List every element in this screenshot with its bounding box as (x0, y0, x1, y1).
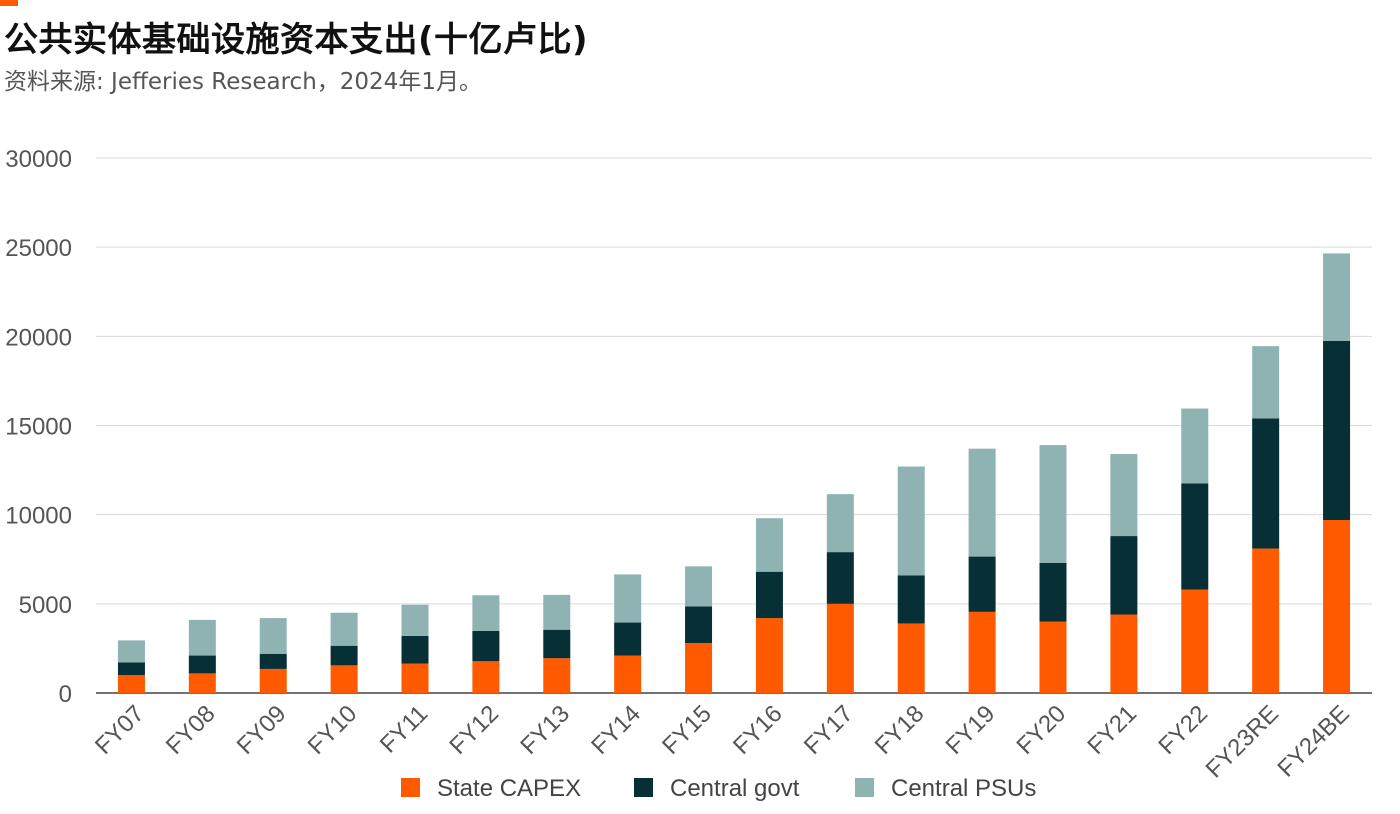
bar-segment-central-psus (330, 612, 358, 646)
y-tick-label: 30000 (5, 146, 72, 173)
legend-swatch (401, 778, 420, 797)
y-tick-label: 25000 (5, 235, 72, 262)
bar-segment-central-psus (685, 566, 713, 607)
bar-segment-state-capex (543, 658, 571, 693)
x-tick-label: FY21 (1082, 700, 1142, 760)
x-tick-label: FY11 (375, 700, 433, 758)
bar-segment-state-capex (117, 675, 145, 693)
bar-segment-state-capex (968, 611, 996, 693)
bar-segment-state-capex (826, 603, 854, 693)
bar-segment-central-govt (259, 653, 287, 669)
bar-segment-state-capex (1181, 589, 1209, 693)
y-tick-label: 5000 (19, 592, 72, 619)
chart-title: 公共实体基础设施资本支出(十亿卢比) (4, 20, 589, 60)
bar-segment-central-govt (968, 556, 996, 612)
bar-segment-central-govt (401, 635, 429, 664)
bar-segment-central-govt (685, 606, 713, 644)
bar-segment-central-govt (755, 571, 783, 619)
bar-segment-central-govt (1252, 418, 1280, 549)
bar-segment-central-psus (401, 604, 429, 636)
bar-segment-central-psus (259, 618, 287, 654)
x-tick-label: FY19 (941, 700, 1001, 760)
bar-segment-central-govt (472, 630, 500, 662)
x-tick-label: FY17 (799, 700, 859, 760)
bar-segment-central-psus (188, 619, 216, 656)
x-tick-label: FY07 (90, 700, 150, 760)
bar-segment-central-govt (1181, 483, 1209, 590)
bar-segment-central-govt (188, 655, 216, 674)
x-tick-label: FY09 (232, 700, 292, 760)
bar-segment-state-capex (1252, 548, 1280, 693)
bar-segment-central-govt (1039, 562, 1067, 622)
bar-segment-central-psus (826, 494, 854, 553)
chart-source: 资料来源: Jefferies Research，2024年1月。 (4, 69, 482, 95)
legend-label: State CAPEX (437, 775, 581, 802)
bar-segment-central-govt (543, 629, 571, 659)
x-tick-label: FY10 (303, 700, 363, 760)
accent-mark (0, 0, 18, 6)
bar-segment-state-capex (897, 623, 925, 693)
bar-segment-central-govt (826, 552, 854, 604)
bar-segment-state-capex (1039, 621, 1067, 693)
bar-segment-central-psus (968, 448, 996, 557)
legend-label: Central PSUs (891, 775, 1036, 802)
x-tick-label: FY23RE (1201, 700, 1284, 783)
bar-segment-central-psus (1252, 346, 1280, 419)
bar-segment-central-psus (1110, 454, 1138, 537)
x-tick-label: FY12 (444, 700, 504, 760)
bar-segment-central-psus (1323, 253, 1351, 341)
bar-segment-state-capex (472, 661, 500, 693)
x-tick-label: FY20 (1012, 700, 1072, 760)
bar-segment-central-govt (117, 662, 145, 676)
bar-segment-central-psus (543, 594, 571, 630)
bar-segment-state-capex (755, 618, 783, 693)
bar-segment-central-psus (897, 466, 925, 576)
x-tick-label: FY13 (515, 700, 575, 760)
y-tick-label: 0 (59, 681, 72, 708)
bar-segment-state-capex (614, 655, 642, 693)
legend-label: Central govt (670, 775, 800, 802)
bar-segment-state-capex (685, 643, 713, 693)
bar-segment-central-psus (472, 595, 500, 631)
bar-segment-state-capex (188, 673, 216, 693)
bar-segment-state-capex (259, 668, 287, 693)
bar-segment-central-psus (614, 574, 642, 623)
y-tick-label: 20000 (5, 324, 72, 351)
bar-segment-central-govt (897, 575, 925, 624)
x-tick-label: FY18 (870, 700, 930, 760)
bar-segment-central-govt (1110, 536, 1138, 615)
x-tick-label: FY14 (586, 700, 646, 760)
bar-segment-central-psus (117, 640, 145, 663)
bar-segment-state-capex (1323, 520, 1351, 693)
x-tick-label: FY22 (1153, 700, 1213, 760)
legend-swatch (634, 778, 653, 797)
x-tick-label: FY08 (161, 700, 221, 760)
bar-segment-central-govt (1323, 340, 1351, 521)
bar-segment-state-capex (330, 665, 358, 693)
bar-segment-central-govt (614, 622, 642, 656)
y-tick-label: 10000 (5, 503, 72, 530)
x-tick-label: FY24BE (1272, 700, 1354, 782)
legend-swatch (855, 778, 874, 797)
bar-segment-central-psus (1181, 408, 1209, 484)
bar-segment-central-psus (755, 518, 783, 572)
x-tick-label: FY16 (728, 700, 788, 760)
bar-segment-state-capex (1110, 614, 1138, 693)
x-tick-label: FY15 (657, 700, 717, 760)
bar-segment-central-govt (330, 645, 358, 666)
bar-segment-central-psus (1039, 445, 1067, 563)
bar-segment-state-capex (401, 663, 429, 693)
y-tick-label: 15000 (5, 414, 72, 441)
